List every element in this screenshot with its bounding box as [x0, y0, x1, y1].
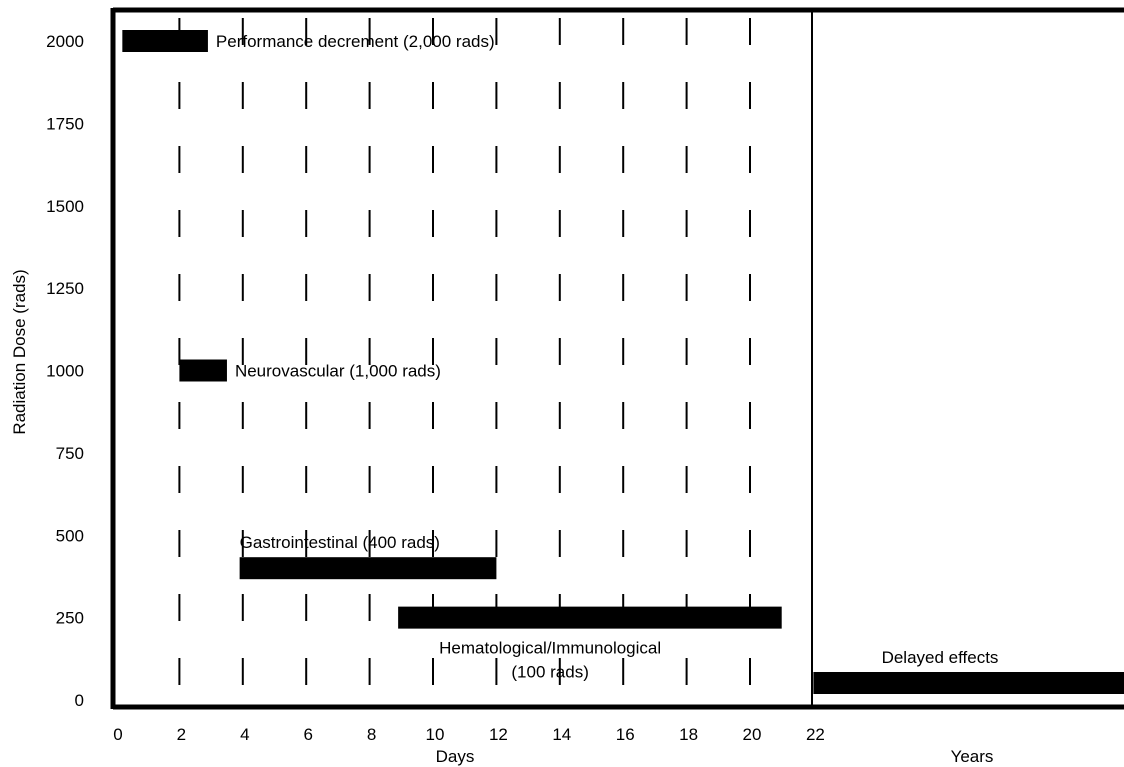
- x-tick-label: 10: [426, 725, 445, 744]
- y-tick-label: 1750: [46, 114, 84, 133]
- x-tick-label: 18: [679, 725, 698, 744]
- bars: [122, 30, 1124, 694]
- x-tick-label: 14: [552, 725, 571, 744]
- bar-label-0: Performance decrement (2,000 rads): [216, 32, 495, 51]
- tick-labels: 0 250 500 750 1000 1250 1500 1750 2000 0 2 4 6 8 10 12 1…: [46, 32, 825, 744]
- y-tick-label: 500: [56, 526, 84, 545]
- y-tick-label: 0: [75, 691, 84, 710]
- y-tick-label: 1000: [46, 362, 84, 381]
- x-tick-label: 20: [743, 725, 762, 744]
- bar-0: [122, 30, 208, 52]
- bar-label-4: Delayed effects: [882, 648, 999, 667]
- x-tick-label: 0: [113, 725, 122, 744]
- x-axis-title-years: Years: [951, 747, 994, 766]
- bar-4: [813, 672, 1124, 694]
- gridlines: [178, 18, 751, 700]
- bar-1: [179, 359, 227, 382]
- x-axis-title: Days: [436, 747, 475, 766]
- bar-3: [398, 606, 782, 629]
- y-tick-label: 1500: [46, 197, 84, 216]
- x-tick-label: 12: [489, 725, 508, 744]
- bar-label-1: Neurovascular (1,000 rads): [235, 362, 441, 381]
- y-tick-label: 1250: [46, 279, 84, 298]
- bar-label-3-line-1: (100 rads): [511, 663, 588, 682]
- y-tick-label: 250: [56, 609, 84, 628]
- bar-label-3-line-0: Hematological/Immunological: [439, 639, 661, 658]
- bar-2: [239, 557, 497, 580]
- x-tick-label: 6: [303, 725, 312, 744]
- y-tick-label: 750: [56, 444, 84, 463]
- x-tick-label: 22: [806, 725, 825, 744]
- x-tick-label: 2: [177, 725, 186, 744]
- y-tick-label: 2000: [46, 32, 84, 51]
- x-tick-label: 8: [367, 725, 376, 744]
- x-tick-label: 4: [240, 725, 249, 744]
- bar-labels: Performance decrement (2,000 rads) Neurov…: [216, 32, 999, 682]
- chart-frame: [110, 7, 1124, 710]
- bar-label-2: Gastrointestinal (400 rads): [240, 533, 440, 552]
- x-tick-label: 16: [616, 725, 635, 744]
- y-axis-title: Radiation Dose (rads): [10, 269, 29, 434]
